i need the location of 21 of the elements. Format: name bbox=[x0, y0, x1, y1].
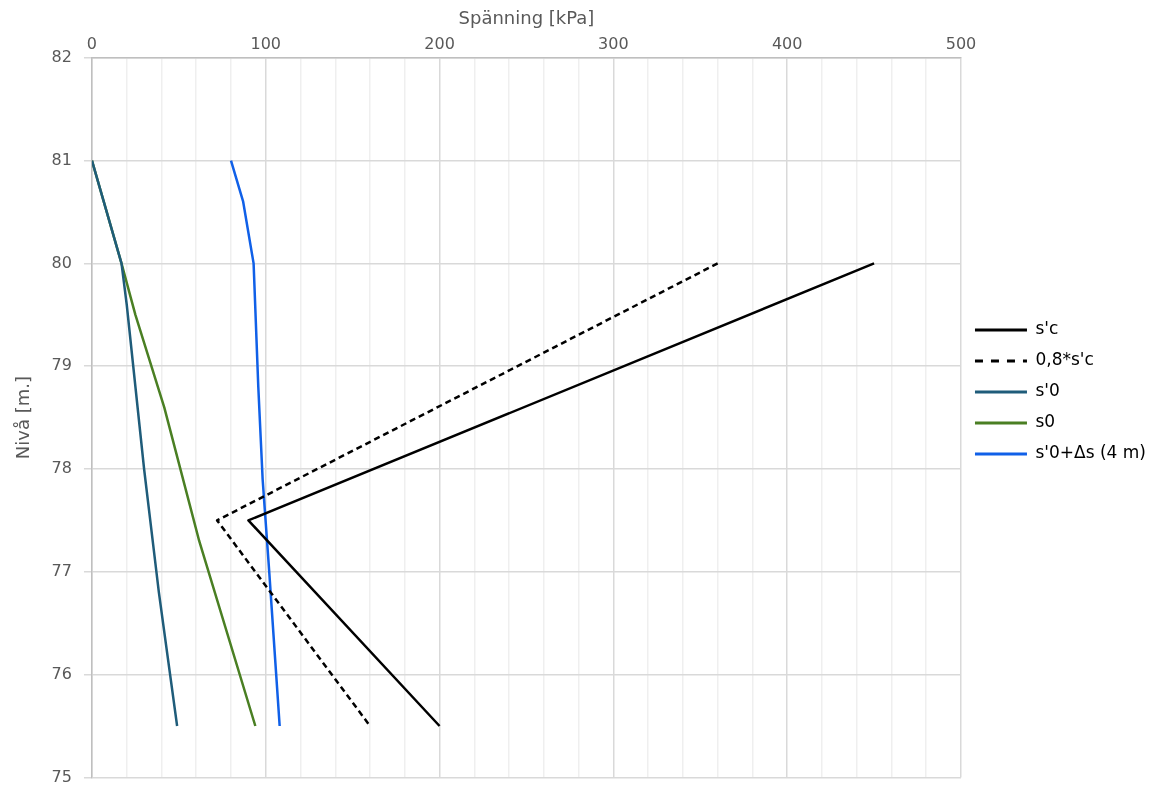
y-tick-label: 82 bbox=[51, 46, 72, 66]
legend-label: s'0+Δs (4 m) bbox=[1035, 442, 1147, 463]
legend-label: s0 bbox=[1035, 411, 1056, 432]
legend-label: 0,8*s'c bbox=[1035, 349, 1094, 370]
y-tick-label: 80 bbox=[51, 252, 72, 272]
legend-label: s'0 bbox=[1035, 380, 1060, 401]
y-tick-label: 75 bbox=[51, 766, 72, 786]
x-tick-label: 500 bbox=[945, 34, 977, 54]
x-tick-label: 400 bbox=[771, 34, 803, 54]
y-tick-label: 78 bbox=[51, 458, 72, 478]
y-tick-label: 76 bbox=[51, 663, 72, 683]
legend-label: s'c bbox=[1035, 318, 1059, 339]
y-axis-title: Nivå [m.] bbox=[12, 376, 34, 460]
x-tick-label: 0 bbox=[86, 34, 98, 54]
x-tick-label: 200 bbox=[424, 34, 455, 54]
x-tick-label: 300 bbox=[598, 34, 629, 54]
y-tick-label: 79 bbox=[51, 355, 72, 375]
y-tick-label: 81 bbox=[51, 149, 72, 169]
x-tick-label: 100 bbox=[250, 34, 282, 54]
y-tick-label: 77 bbox=[51, 560, 72, 580]
x-axis-title: Spänning [kPa] bbox=[458, 7, 595, 29]
